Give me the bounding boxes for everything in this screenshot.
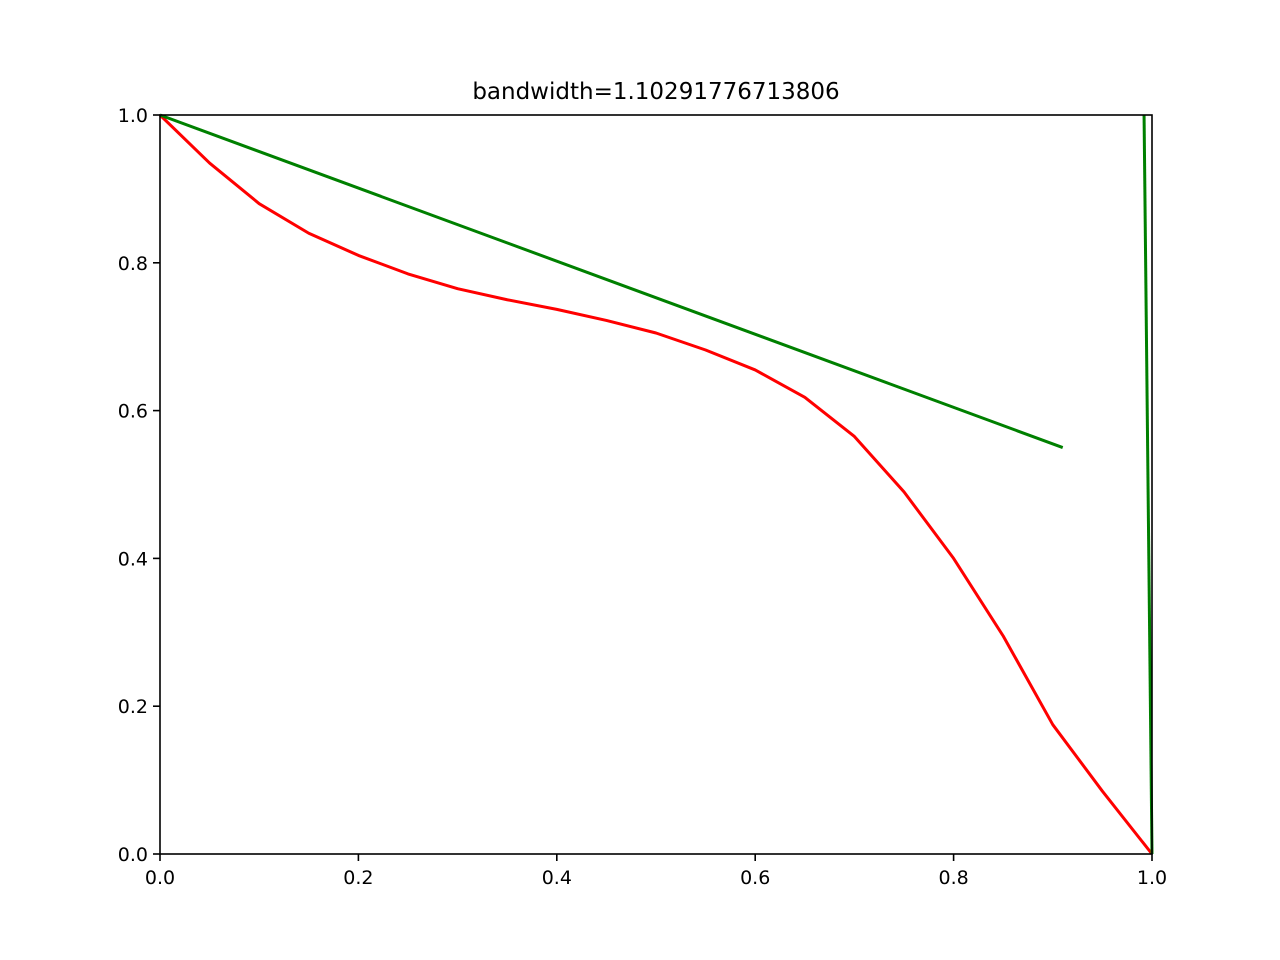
- x-tick-label: 1.0: [1137, 867, 1167, 889]
- plot-frame: [159, 114, 1153, 855]
- series-layer: [158, 113, 1154, 855]
- x-tick-label: 0.2: [343, 867, 373, 889]
- y-tick-label: 0.0: [118, 844, 148, 866]
- series-line-1: [158, 113, 1154, 855]
- series-line-3: [1142, 114, 1154, 855]
- y-tick-label: 0.4: [118, 548, 148, 570]
- x-tick-label: 0.0: [145, 867, 175, 889]
- series-line-2: [159, 113, 1064, 449]
- x-axis: 0.0 0.2 0.4 0.6 0.8 1.0: [145, 854, 1167, 889]
- chart-title: bandwidth=1.10291776713806: [472, 79, 839, 105]
- x-tick-label: 0.4: [542, 867, 572, 889]
- y-axis: 0.0 0.2 0.4 0.6 0.8 1.0: [118, 105, 160, 866]
- y-tick-label: 1.0: [118, 105, 148, 127]
- y-tick-label: 0.2: [118, 696, 148, 718]
- x-tick-label: 0.6: [740, 867, 770, 889]
- x-tick-label: 0.8: [938, 867, 968, 889]
- y-tick-label: 0.6: [118, 401, 148, 423]
- y-tick-label: 0.8: [118, 253, 148, 275]
